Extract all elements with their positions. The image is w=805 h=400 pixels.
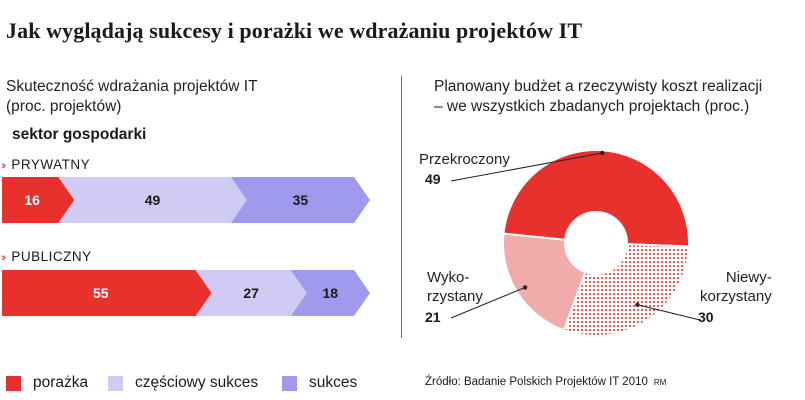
donut-label-used: Wyko- rzystany <box>427 268 483 306</box>
donut-label-unused-line2: korzystany <box>700 288 772 305</box>
bar-value-partial-publiczny: 27 <box>243 285 259 301</box>
legend-item-success: sukces <box>282 374 357 392</box>
category-text-public: PUBLICZNY <box>11 249 92 264</box>
donut-value-used: 21 <box>425 309 441 325</box>
donut-label-used-line2: rzystany <box>427 288 483 305</box>
donut-value-exceeded: 49 <box>425 171 441 187</box>
stacked-bar-chart: 16 49 35 55 27 18 <box>2 177 370 316</box>
legend-text-failure: porażka <box>33 374 89 391</box>
legend-swatch-success <box>282 375 297 391</box>
chevron-marker-icon: ›› <box>1 252 7 264</box>
bar-segment-partial-prywatny <box>58 177 247 223</box>
category-text-private: PRYWATNY <box>11 157 91 172</box>
donut-chart-subtitle-line2: – we wszystkich zbadanych projektach (pr… <box>434 98 750 115</box>
legend-item-partial: częściowy sukces <box>108 374 258 392</box>
bar-value-success-publiczny: 18 <box>323 285 339 301</box>
bar-segment-failure-prywatny <box>2 177 75 223</box>
donut-chart-subtitle-line1: Planowany budżet a rzeczywisty koszt rea… <box>434 78 763 95</box>
bar-value-success-prywatny: 35 <box>293 192 309 208</box>
donut-label-unused: Niewy- korzystany <box>700 268 772 306</box>
donut-label-used-line1: Wyko- <box>427 269 470 286</box>
donut-leader-unused <box>637 304 701 321</box>
donut-label-unused-line1: Niewy- <box>725 269 772 286</box>
bar-segment-failure-publiczny <box>2 270 212 316</box>
bar-value-failure-publiczny: 55 <box>93 285 109 301</box>
bar-chart-subtitle-line2: (proc. projektów) <box>6 98 122 115</box>
donut-slice-exceeded <box>502 149 690 248</box>
donut-value-unused: 30 <box>698 309 714 325</box>
legend-swatch-partial <box>108 375 123 391</box>
source-text: Źródło: Badanie Polskich Projektów IT 20… <box>425 376 648 388</box>
panel-divider <box>401 76 402 338</box>
donut-label-exceeded-line1: Przekroczony <box>419 151 510 168</box>
donut-leader-exceeded <box>450 152 603 182</box>
author-credit: RM <box>653 378 667 387</box>
donut-slice-used <box>502 232 587 332</box>
donut-leader-dot-unused <box>635 302 640 307</box>
bar-segment-success-prywatny <box>230 177 370 223</box>
bar-segment-success-publiczny <box>290 270 370 316</box>
legend-text-partial: częściowy sukces <box>135 374 259 391</box>
donut-leader-used <box>450 286 526 319</box>
category-label-public: ›› PUBLICZNY <box>1 249 92 264</box>
donut-leader-dot-exceeded <box>599 150 605 156</box>
source-note: Źródło: Badanie Polskich Projektów IT 20… <box>425 376 666 388</box>
donut-leader-dot-used <box>522 285 528 290</box>
sector-heading: sektor gospodarki <box>12 126 147 143</box>
legend-swatch-failure <box>6 375 21 391</box>
chevron-marker-icon: ›› <box>1 160 7 172</box>
bar-chart-subtitle: Skuteczność wdrażania projektów IT (proc… <box>6 77 258 117</box>
bar-chart-subtitle-line1: Skuteczność wdrażania projektów IT <box>6 78 258 95</box>
legend-text-success: sukces <box>309 374 358 391</box>
page-title: Jak wyglądają sukcesy i porażki we wdraż… <box>6 18 583 43</box>
donut-label-exceeded: Przekroczony <box>419 150 510 169</box>
bar-value-partial-prywatny: 49 <box>145 192 161 208</box>
donut-chart-subtitle: Planowany budżet a rzeczywisty koszt rea… <box>434 77 762 117</box>
bar-segment-partial-publiczny <box>195 270 307 316</box>
donut-chart <box>450 149 701 337</box>
legend-item-failure: porażka <box>6 374 88 392</box>
donut-slice-unused <box>562 243 690 337</box>
category-label-private: ›› PRYWATNY <box>1 157 90 172</box>
bar-value-failure-prywatny: 16 <box>24 192 40 208</box>
